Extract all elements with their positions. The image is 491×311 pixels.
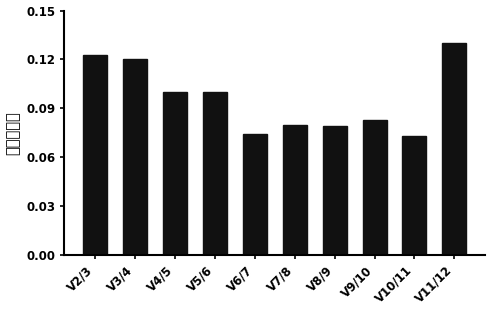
- Bar: [203, 92, 227, 255]
- Bar: [362, 120, 386, 255]
- Bar: [403, 136, 426, 255]
- Y-axis label: 成对变化值: 成对变化值: [5, 111, 21, 155]
- Bar: [243, 134, 267, 255]
- Bar: [83, 54, 108, 255]
- Bar: [442, 43, 466, 255]
- Bar: [163, 92, 187, 255]
- Bar: [123, 59, 147, 255]
- Bar: [283, 124, 307, 255]
- Bar: [323, 126, 347, 255]
